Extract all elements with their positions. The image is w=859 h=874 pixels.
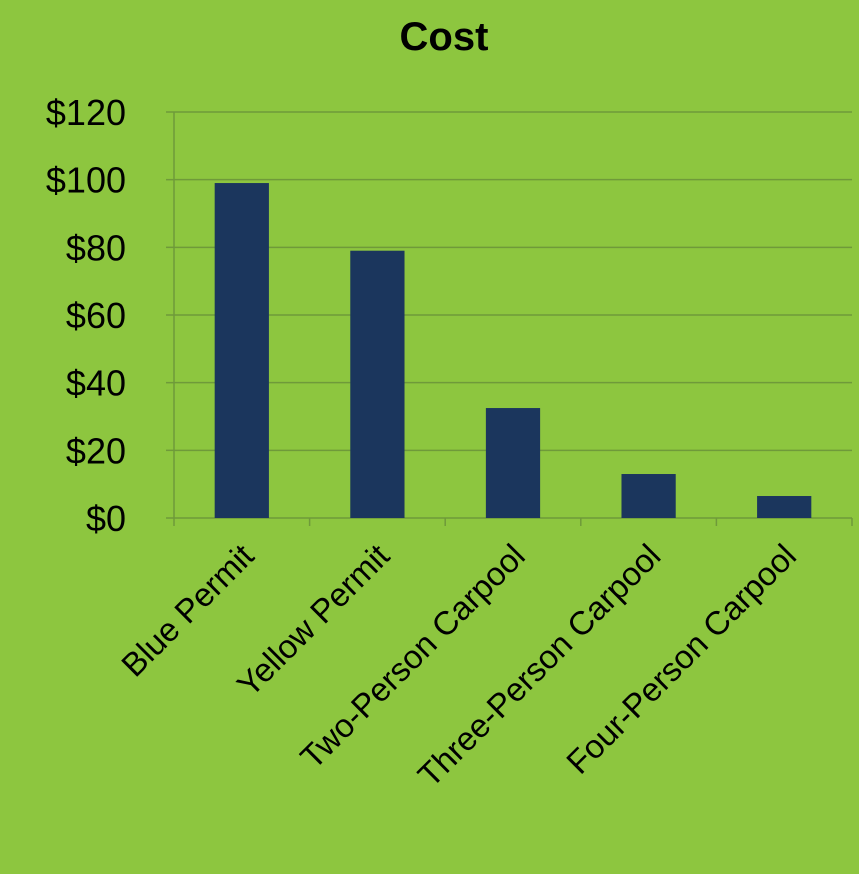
x-category-label: Three-Person Carpool xyxy=(411,537,668,794)
grid-lines xyxy=(174,111,852,452)
bar-yellow-permit xyxy=(350,250,405,518)
y-tick-label: $80 xyxy=(66,227,126,268)
y-tick-label: $60 xyxy=(66,295,126,336)
y-tick-label: $0 xyxy=(86,498,126,539)
x-category-label: Blue Permit xyxy=(114,537,261,684)
bars xyxy=(214,183,812,519)
y-tick-label: $20 xyxy=(66,430,126,471)
y-tick-label: $100 xyxy=(46,160,126,201)
y-tick-label: $120 xyxy=(46,92,126,133)
bar-three-person-carpool xyxy=(621,474,676,518)
chart-title: Cost xyxy=(400,15,489,59)
y-tick-label: $40 xyxy=(66,363,126,404)
x-category-label: Four-Person Carpool xyxy=(559,537,803,781)
x-category-label: Two-Person Carpool xyxy=(293,537,532,776)
bar-four-person-carpool xyxy=(757,496,812,518)
bar-two-person-carpool xyxy=(485,408,541,518)
y-axis-tick-labels: $0 $20 $40 $60 $80 $100 $120 xyxy=(46,92,126,539)
bar-blue-permit xyxy=(214,183,269,519)
